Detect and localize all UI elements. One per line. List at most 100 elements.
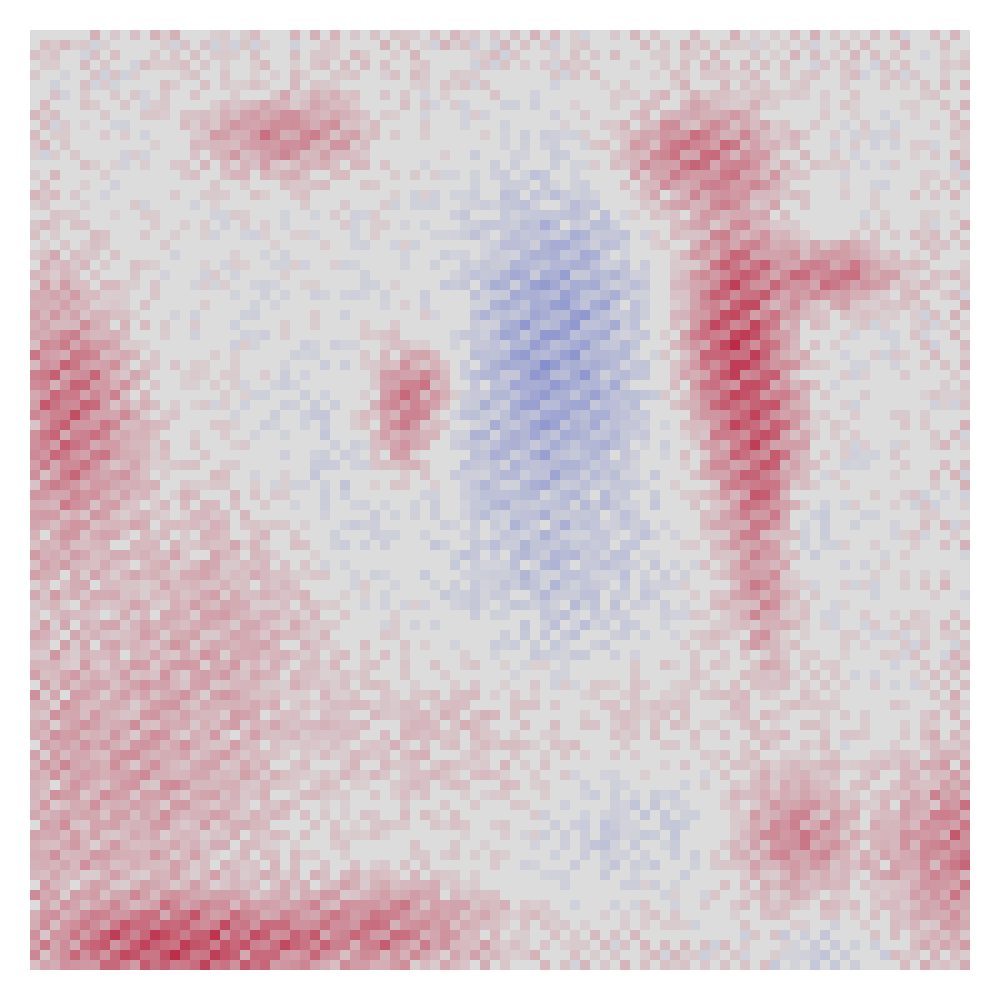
heatmap-cell: [470, 610, 480, 620]
heatmap-cell: [50, 540, 60, 550]
heatmap-cell: [930, 250, 940, 260]
heatmap-cell: [300, 420, 310, 430]
heatmap-cell: [400, 810, 410, 820]
heatmap-cell: [140, 700, 150, 710]
heatmap-cell: [740, 280, 750, 290]
heatmap-cell: [110, 860, 120, 870]
heatmap-cell: [550, 420, 560, 430]
heatmap-cell: [870, 750, 880, 760]
heatmap-cell: [460, 440, 470, 450]
heatmap-cell: [460, 120, 470, 130]
heatmap-cell: [830, 690, 840, 700]
heatmap-cell: [800, 150, 810, 160]
heatmap-cell: [550, 500, 560, 510]
heatmap-cell: [940, 680, 950, 690]
heatmap-cell: [130, 440, 140, 450]
heatmap-cell: [530, 460, 540, 470]
heatmap-cell: [290, 710, 300, 720]
heatmap-cell: [900, 40, 910, 50]
heatmap-cell: [90, 490, 100, 500]
heatmap-cell: [750, 350, 760, 360]
heatmap-cell: [130, 720, 140, 730]
heatmap-cell: [580, 720, 590, 730]
heatmap-cell: [820, 840, 830, 850]
heatmap-cell: [670, 630, 680, 640]
heatmap-cell: [410, 780, 420, 790]
heatmap-cell: [300, 160, 310, 170]
heatmap-cell: [670, 560, 680, 570]
heatmap-cell: [890, 410, 900, 420]
heatmap-cell: [110, 800, 120, 810]
heatmap-cell: [70, 740, 80, 750]
heatmap-cell: [490, 420, 500, 430]
heatmap-cell: [940, 60, 950, 70]
heatmap-cell: [230, 250, 240, 260]
heatmap-cell: [100, 410, 110, 420]
heatmap-cell: [210, 130, 220, 140]
heatmap-cell: [700, 330, 710, 340]
heatmap-cell: [740, 360, 750, 370]
heatmap-cell: [290, 170, 300, 180]
heatmap-cell: [240, 610, 250, 620]
heatmap-cell: [530, 500, 540, 510]
heatmap-cell: [120, 430, 130, 440]
heatmap-cell: [280, 260, 290, 270]
heatmap-cell: [170, 410, 180, 420]
heatmap-cell: [660, 820, 670, 830]
heatmap-cell: [290, 80, 300, 90]
heatmap-cell: [400, 450, 410, 460]
heatmap-cell: [290, 760, 300, 770]
heatmap-cell: [70, 430, 80, 440]
heatmap-cell: [390, 320, 400, 330]
heatmap-cell: [580, 850, 590, 860]
heatmap-cell: [740, 60, 750, 70]
heatmap-cell: [30, 450, 40, 460]
heatmap-cell: [780, 790, 790, 800]
heatmap-cell: [250, 50, 260, 60]
heatmap-cell: [150, 760, 160, 770]
heatmap-cell: [220, 170, 230, 180]
heatmap-cell: [240, 770, 250, 780]
heatmap-cell: [320, 800, 330, 810]
heatmap-cell: [330, 670, 340, 680]
heatmap-cell: [840, 630, 850, 640]
heatmap-cell: [560, 240, 570, 250]
heatmap-cell: [720, 40, 730, 50]
heatmap-cell: [930, 500, 940, 510]
heatmap-cell: [930, 340, 940, 350]
heatmap-cell: [430, 770, 440, 780]
heatmap-cell: [300, 370, 310, 380]
heatmap-cell: [310, 340, 320, 350]
heatmap-cell: [500, 380, 510, 390]
heatmap-cell: [510, 730, 520, 740]
heatmap-cell: [230, 780, 240, 790]
heatmap-cell: [230, 760, 240, 770]
heatmap-cell: [640, 360, 650, 370]
heatmap-cell: [410, 340, 420, 350]
heatmap-cell: [380, 740, 390, 750]
heatmap-cell: [860, 710, 870, 720]
heatmap-cell: [950, 650, 960, 660]
heatmap-cell: [90, 810, 100, 820]
heatmap-cell: [540, 280, 550, 290]
heatmap-cell: [580, 40, 590, 50]
heatmap-cell: [370, 330, 380, 340]
heatmap-cell: [690, 350, 700, 360]
heatmap-cell: [770, 480, 780, 490]
heatmap-cell: [800, 850, 810, 860]
heatmap-cell: [950, 800, 960, 810]
heatmap-cell: [680, 140, 690, 150]
heatmap-cell: [960, 80, 970, 90]
heatmap-cell: [30, 800, 40, 810]
heatmap-cell: [180, 60, 190, 70]
heatmap-cell: [420, 40, 430, 50]
heatmap-cell: [200, 830, 210, 840]
heatmap-cell: [140, 830, 150, 840]
heatmap-cell: [940, 750, 950, 760]
heatmap-cell: [330, 170, 340, 180]
heatmap-cell: [260, 100, 270, 110]
heatmap-cell: [400, 480, 410, 490]
heatmap-cell: [90, 600, 100, 610]
heatmap-cell: [50, 300, 60, 310]
heatmap-cell: [660, 760, 670, 770]
